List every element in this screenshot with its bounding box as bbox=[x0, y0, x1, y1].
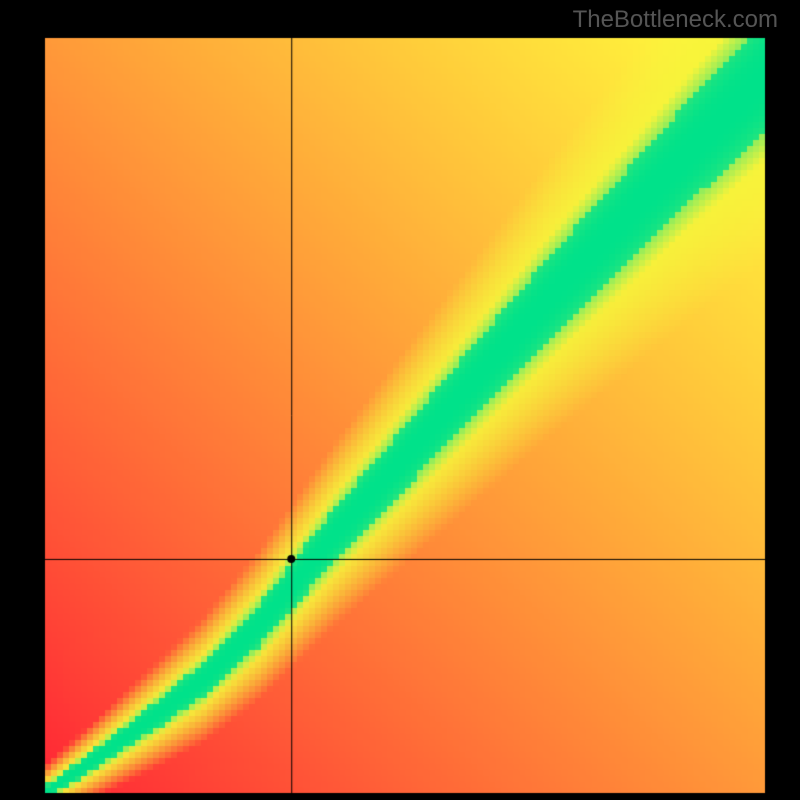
chart-container: TheBottleneck.com bbox=[0, 0, 800, 800]
watermark-text: TheBottleneck.com bbox=[573, 6, 778, 34]
bottleneck-heatmap bbox=[0, 0, 800, 800]
